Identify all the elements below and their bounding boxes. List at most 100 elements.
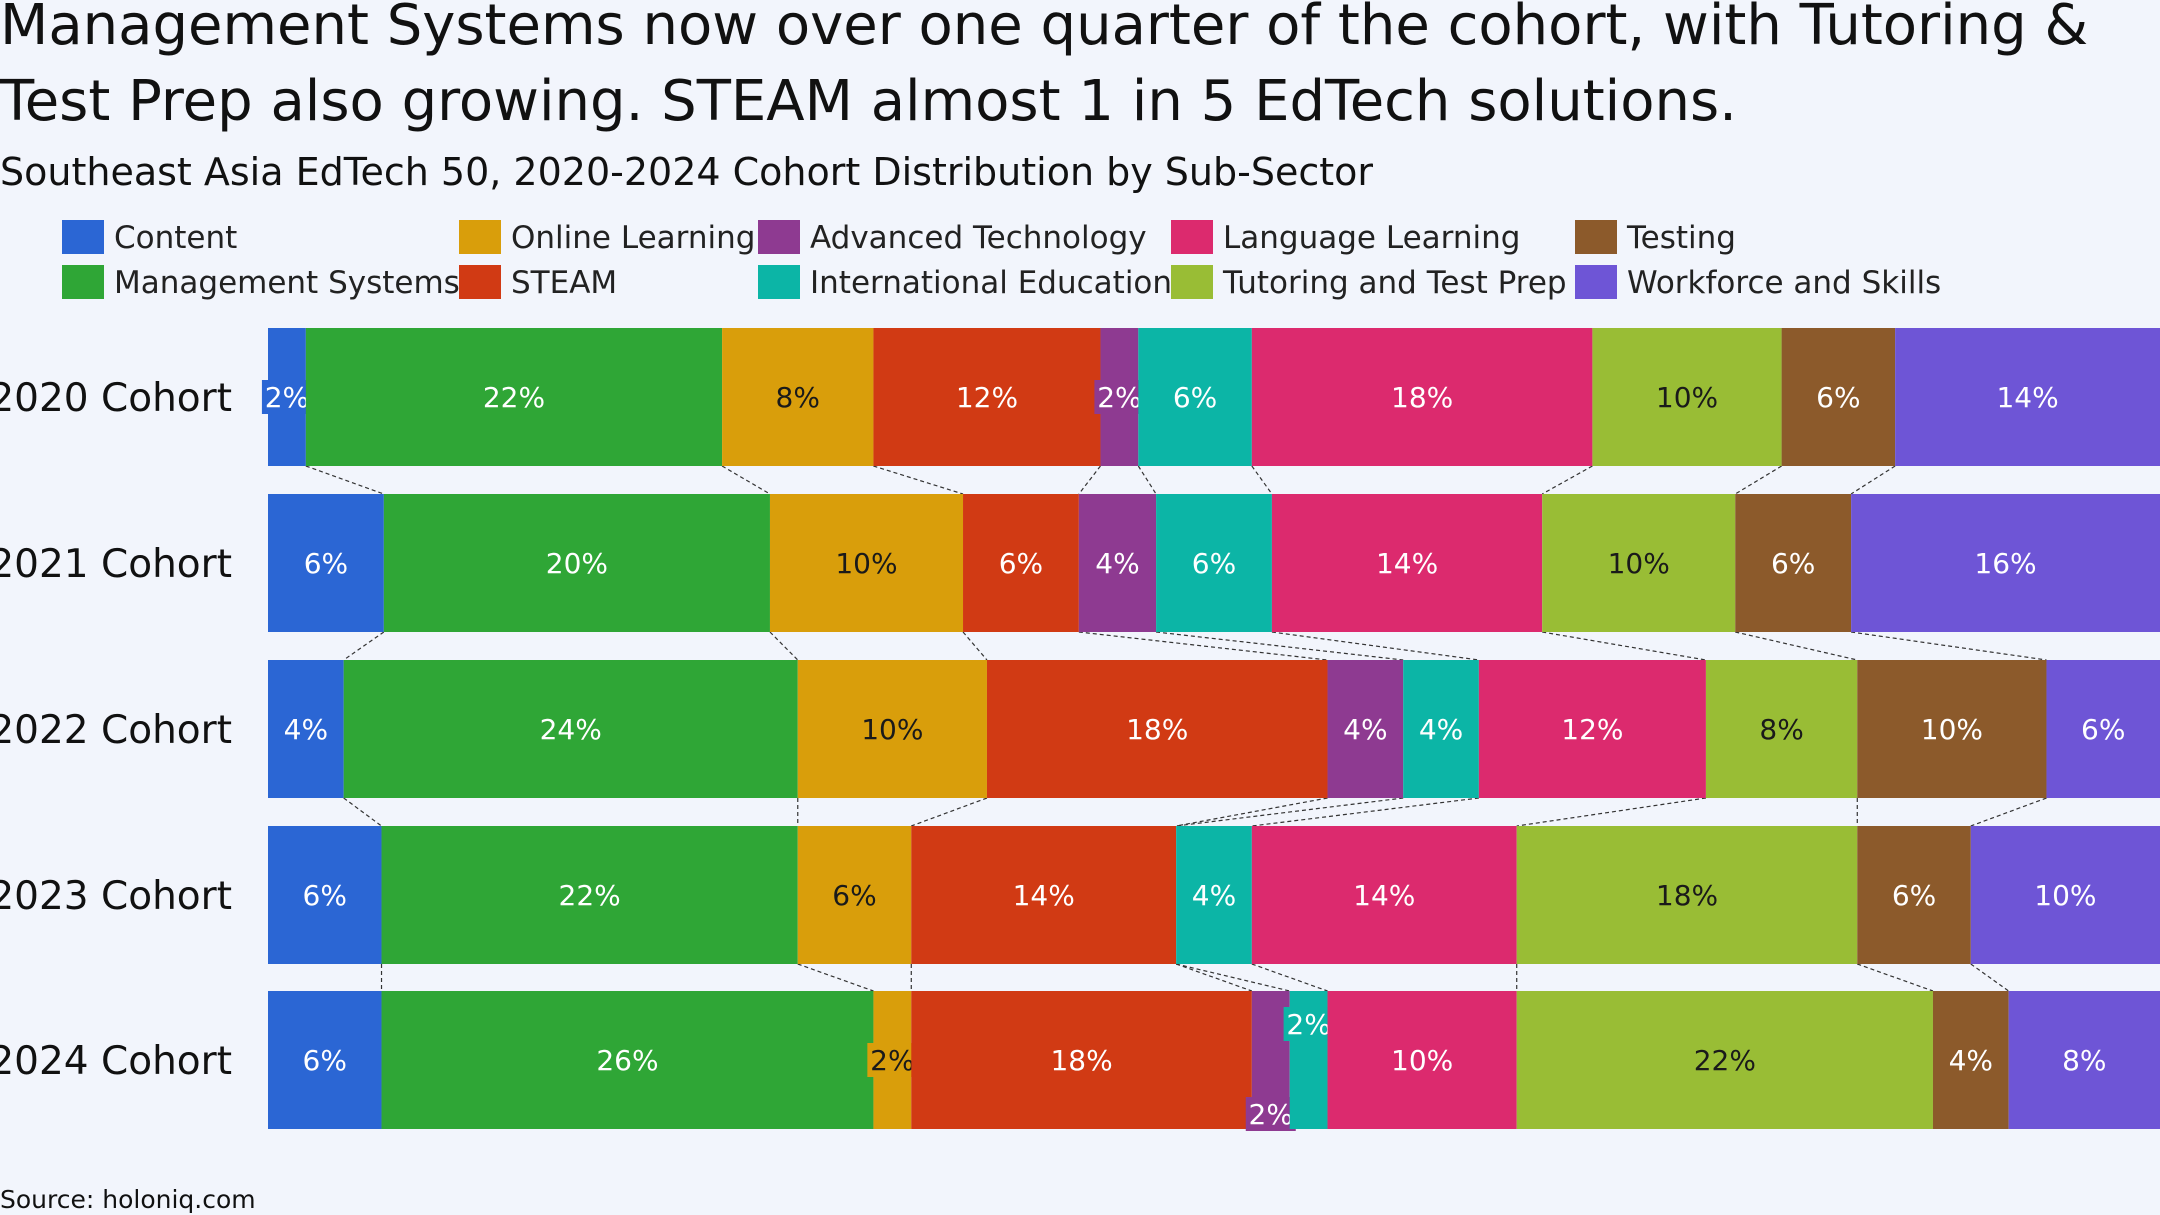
connector-steam-3 <box>1176 797 1328 827</box>
bar-2023-cohort-international-education <box>1176 826 1252 964</box>
bar-2020-cohort-steam <box>873 328 1101 466</box>
connector-tutoring-and-test-prep-2 <box>1735 631 1858 661</box>
bar-2024-cohort-tutoring-and-test-prep <box>1516 991 1933 1129</box>
legend-label-workforce-and-skills: Workforce and Skills <box>1627 265 1941 301</box>
data-label-2024-cohort-workforce-and-skills: 8% <box>2062 1044 2106 1077</box>
connector-international-education-3 <box>1251 797 1479 827</box>
data-label-2024-cohort-language-learning: 10% <box>1391 1044 1453 1077</box>
data-label-2023-cohort-language-learning: 14% <box>1353 879 1415 912</box>
legend-swatch-tutoring-and-test-prep <box>1171 265 1213 299</box>
legend-swatch-advanced-technology <box>758 220 800 254</box>
connector-language-learning-3 <box>1516 797 1707 827</box>
data-label-2023-cohort-workforce-and-skills: 10% <box>2034 879 2096 912</box>
data-label-2021-cohort-testing: 6% <box>1771 547 1815 580</box>
data-label-2022-cohort-advanced-technology: 4% <box>1343 713 1387 746</box>
data-label-2023-cohort-management-systems: 22% <box>559 879 621 912</box>
row-label-2022-cohort: 2022 Cohort <box>0 708 232 753</box>
label-badge-2020-cohort-advanced-technology <box>1094 380 1145 414</box>
connector-lines <box>305 465 2047 992</box>
bar-2021-cohort-content <box>268 494 384 632</box>
legend: Content Management Systems Online Learning… <box>62 220 1941 301</box>
legend-label-tutoring-and-test-prep: Tutoring and Test Prep <box>1222 265 1567 301</box>
data-label-2024-cohort-online-learning: 2% <box>870 1044 914 1077</box>
bar-2021-cohort-tutoring-and-test-prep <box>1542 494 1736 632</box>
bar-2022-cohort-online-learning <box>797 660 987 798</box>
bar-2021-cohort-advanced-technology <box>1078 494 1157 632</box>
bar-2023-cohort-management-systems <box>381 826 798 964</box>
data-label-2021-cohort-workforce-and-skills: 16% <box>1974 547 2036 580</box>
data-label-2020-cohort-testing: 6% <box>1816 381 1860 414</box>
data-label-2023-cohort-tutoring-and-test-prep: 18% <box>1656 879 1718 912</box>
data-label-2020-cohort-tutoring-and-test-prep: 10% <box>1656 381 1718 414</box>
source-note: Source: holoniq.com <box>0 1185 256 1214</box>
legend-label-online-learning: Online Learning <box>511 220 755 256</box>
bar-2022-cohort-advanced-technology <box>1327 660 1404 798</box>
bar-2020-cohort-language-learning <box>1251 328 1593 466</box>
bar-2022-cohort-language-learning <box>1478 660 1706 798</box>
connector-language-learning-1 <box>1541 465 1593 495</box>
bar-2020-cohort-online-learning <box>722 328 874 466</box>
data-label-2023-cohort-international-education: 4% <box>1192 879 1236 912</box>
data-label-2020-cohort-advanced-technology: 2% <box>1097 381 1141 414</box>
bar-2020-cohort-international-education <box>1138 328 1252 466</box>
label-badge-2024-cohort-advanced-technology <box>1245 1097 1296 1131</box>
connector-advanced-technology-4 <box>1176 963 1290 992</box>
data-label-2020-cohort-international-education: 6% <box>1173 381 1217 414</box>
bar-2020-cohort-workforce-and-skills <box>1895 328 2160 466</box>
chart-title-line-2: Test Prep also growing. STEAM almost 1 i… <box>0 69 1737 134</box>
connector-advanced-technology-3 <box>1176 797 1404 827</box>
legend-label-management-systems: Management Systems <box>114 265 460 301</box>
connector-international-education-2 <box>1271 631 1479 661</box>
data-label-2022-cohort-workforce-and-skills: 6% <box>2081 713 2125 746</box>
bar-2023-cohort-content <box>268 826 382 964</box>
data-label-2020-cohort-language-learning: 18% <box>1391 381 1453 414</box>
data-label-2021-cohort-steam: 6% <box>999 547 1043 580</box>
connector-content-3 <box>343 797 382 827</box>
connector-online-learning-2 <box>962 631 988 661</box>
bar-2023-cohort-tutoring-and-test-prep <box>1516 826 1858 964</box>
bar-2022-cohort-tutoring-and-test-prep <box>1705 660 1858 798</box>
row-labels: 2020 Cohort 2021 Cohort 2022 Cohort 2023 Co… <box>0 376 232 1084</box>
bar-2023-cohort-steam <box>911 826 1177 964</box>
data-label-2024-cohort-tutoring-and-test-prep: 22% <box>1694 1044 1756 1077</box>
connector-international-education-1 <box>1251 465 1273 495</box>
connector-management-systems-4 <box>797 963 874 992</box>
connector-advanced-technology-1 <box>1137 465 1157 495</box>
data-label-2021-cohort-content: 6% <box>304 547 348 580</box>
bar-2021-cohort-management-systems <box>383 494 770 632</box>
bar-2024-cohort-steam <box>911 991 1252 1129</box>
chart-subtitle: Southeast Asia EdTech 50, 2020-2024 Coho… <box>0 150 1373 194</box>
legend-swatch-management-systems <box>62 265 104 299</box>
label-badge-2024-cohort-online-learning <box>867 1043 918 1077</box>
bar-2021-cohort-workforce-and-skills <box>1851 494 2160 632</box>
bar-2022-cohort-steam <box>986 660 1328 798</box>
data-label-2023-cohort-testing: 6% <box>1892 879 1936 912</box>
bar-2021-cohort-steam <box>963 494 1079 632</box>
data-label-2022-cohort-international-education: 4% <box>1419 713 1463 746</box>
legend-swatch-content <box>62 220 104 254</box>
data-label-2023-cohort-online-learning: 6% <box>832 879 876 912</box>
data-label-2020-cohort-workforce-and-skills: 14% <box>1996 381 2058 414</box>
bar-2020-cohort-testing <box>1781 328 1896 466</box>
bar-2023-cohort-online-learning <box>797 826 912 964</box>
legend-swatch-online-learning <box>459 220 501 254</box>
data-label-2020-cohort-steam: 12% <box>956 381 1018 414</box>
legend-label-content: Content <box>114 220 237 256</box>
connector-steam-2 <box>1078 631 1328 661</box>
data-label-2022-cohort-online-learning: 10% <box>861 713 923 746</box>
connector-management-systems-2 <box>769 631 799 661</box>
connector-international-education-4 <box>1251 963 1328 992</box>
bar-2023-cohort-workforce-and-skills <box>1970 826 2160 964</box>
data-label-2021-cohort-online-learning: 10% <box>835 547 897 580</box>
connector-language-learning-2 <box>1542 631 1707 661</box>
bar-2023-cohort-testing <box>1857 826 1971 964</box>
bar-2021-cohort-testing <box>1735 494 1852 632</box>
bar-2022-cohort-management-systems <box>343 660 798 798</box>
data-label-2022-cohort-language-learning: 12% <box>1561 713 1623 746</box>
row-label-2024-cohort: 2024 Cohort <box>0 1039 232 1084</box>
data-label-2024-cohort-management-systems: 26% <box>596 1044 658 1077</box>
row-label-2023-cohort: 2023 Cohort <box>0 874 232 919</box>
connector-management-systems-1 <box>721 465 771 495</box>
connector-online-learning-3 <box>911 797 988 827</box>
